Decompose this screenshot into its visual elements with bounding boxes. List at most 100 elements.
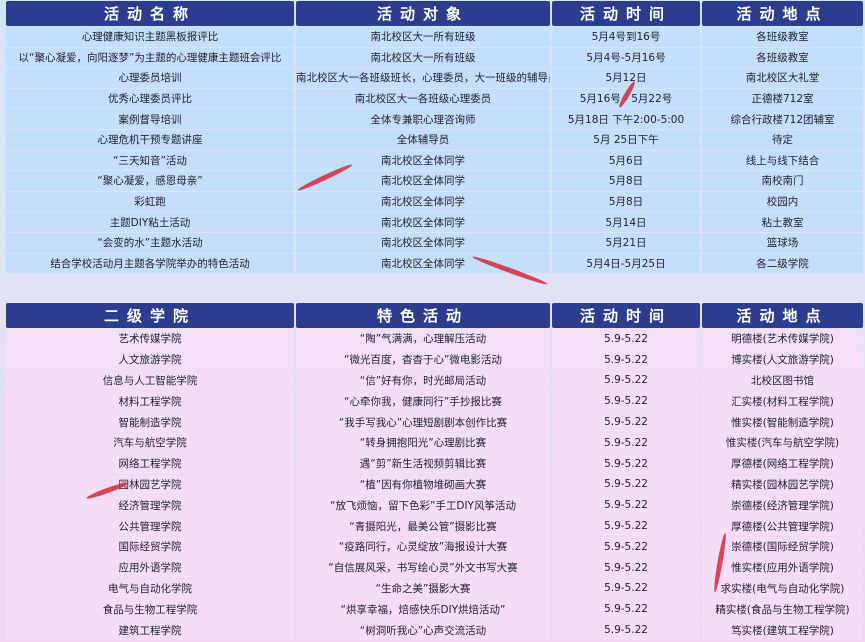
header-cell: 活动地点	[702, 1, 863, 26]
cell: “放飞烦恼，留下色彩”手工DIY风筝活动	[296, 495, 550, 516]
cell: 食品与生物工程学院	[6, 599, 294, 620]
cell: 公共管理学院	[6, 516, 294, 536]
header-cell: 二级学院	[6, 303, 294, 328]
cell: 心理委员培训	[6, 68, 294, 88]
cell: 心理健康知识主题黑板报评比	[6, 27, 294, 47]
cell: 案例督导培训	[6, 109, 294, 129]
cell: 南北校区大一所有班级	[296, 47, 550, 68]
cell: 5月4号到16号	[552, 27, 700, 47]
cell: “植”因有你植物堆砌画大赛	[296, 474, 550, 495]
cell: 5.9-5.22	[552, 620, 700, 640]
cell: 心理危机干预专题讲座	[6, 129, 294, 150]
row: 汽车与航空学院 “转身拥抱阳光”心理剧比赛 5.9-5.22 惟实楼(汽车与航空学院)	[6, 432, 863, 453]
row: 智能制造学院 “我手写我心”心理短剧剧本创作比赛 5.9-5.22 惟实楼(智能制造学…	[6, 412, 863, 432]
cell: “疫路同行，心灵绽放”海报设计大赛	[296, 536, 550, 557]
cell: 南北校区全体同学	[296, 212, 550, 232]
cell: “烘享幸福，焙感快乐DIY烘焙活动”	[296, 599, 550, 620]
cell: 5.9-5.22	[552, 349, 700, 370]
row: 公共管理学院 “青摄阳光，最美公管”摄影比赛 5.9-5.22 厚德楼(公共管理学院)	[6, 516, 863, 536]
cell: 人文旅游学院	[6, 349, 294, 370]
cell: 国际经贸学院	[6, 536, 294, 557]
cell: 南北校区大一各班级班长，心理委员，大一班级的辅导员	[296, 68, 550, 88]
row: 材料工程学院 “心牵你我，健康同行”手抄报比赛 5.9-5.22 汇实楼(材料工程学院…	[6, 391, 863, 412]
cell: 5.9-5.22	[552, 474, 700, 495]
cell: 5月8日	[552, 191, 700, 212]
cell: 明德楼(艺术传媒学院)	[702, 329, 863, 349]
cell: 崇德楼(国际经贸学院)	[702, 536, 863, 557]
cell: 5.9-5.22	[552, 370, 700, 391]
cell: 应用外语学院	[6, 557, 294, 578]
cell: 5月14日	[552, 212, 700, 232]
row: 案例督导培训 全体专兼职心理咨询师 5月18日 下午2:00-5:00 综合行政楼71…	[6, 109, 863, 129]
cell: 园林园艺学院	[6, 474, 294, 495]
cell: 篮球场	[702, 232, 863, 253]
cell: 北校区图书馆	[702, 370, 863, 391]
cell: 5月4日-5月25日	[552, 253, 700, 274]
cell: 南北校区大一所有班级	[296, 27, 550, 47]
row: 心理健康知识主题黑板报评比 南北校区大一所有班级 5月4号到16号 各班级教室	[6, 27, 863, 47]
cell: 结合学校活动月主题各学院举办的特色活动	[6, 253, 294, 274]
cell: 5月21日	[552, 232, 700, 253]
cell: “我手写我心”心理短剧剧本创作比赛	[296, 412, 550, 432]
row: 国际经贸学院 “疫路同行，心灵绽放”海报设计大赛 5.9-5.22 崇德楼(国际经贸学…	[6, 536, 863, 557]
row: 结合学校活动月主题各学院举办的特色活动 南北校区全体同学 5月4日-5月25日 各二级…	[6, 253, 863, 274]
cell: 南北校区全体同学	[296, 150, 550, 171]
cell: 厚德楼(网络工程学院)	[702, 453, 863, 474]
cell: 信息与人工智能学院	[6, 370, 294, 391]
row: “三天知音”活动 南北校区全体同学 5月6日 线上与线下结合	[6, 150, 863, 171]
cell: 建筑工程学院	[6, 620, 294, 640]
row: 以“聚心凝爱，向阳逐梦”为主题的心理健康主题班会评比 南北校区大一所有班级 5月4号…	[6, 47, 863, 68]
cell: 优秀心理委员评比	[6, 88, 294, 109]
cell: 5.9-5.22	[552, 391, 700, 412]
cell: 彩虹跑	[6, 191, 294, 212]
cell: 博实楼(人文旅游学院)	[702, 349, 863, 370]
header-cell: 活动时间	[552, 1, 700, 26]
cell: 5.9-5.22	[552, 557, 700, 578]
row: 园林园艺学院 “植”因有你植物堆砌画大赛 5.9-5.22 精实楼(园林园艺学院)	[6, 474, 863, 495]
cell: “聚心凝爱，感恩母亲”	[6, 171, 294, 191]
cell: 求实楼(电气与自动化学院)	[702, 578, 863, 599]
cell: 5月 25日下午	[552, 129, 700, 150]
cell: 艺术传媒学院	[6, 329, 294, 349]
cell: 待定	[702, 129, 863, 150]
cell: 综合行政楼712团辅室	[702, 109, 863, 129]
cell: 正德楼712室	[702, 88, 863, 109]
cell: 全体专兼职心理咨询师	[296, 109, 550, 129]
row: 心理委员培训 南北校区大一各班级班长，心理委员，大一班级的辅导员 5月12日 南北校区…	[6, 68, 863, 88]
cell: 惟实楼(汽车与航空学院)	[702, 432, 863, 453]
cell: 各班级教室	[702, 27, 863, 47]
header-cell: 活动地点	[702, 303, 863, 328]
cell: 5.9-5.22	[552, 578, 700, 599]
cell: “会变的水”主题水活动	[6, 232, 294, 253]
cell: “信”好有你，时光邮局活动	[296, 370, 550, 391]
cell: 南北校区全体同学	[296, 253, 550, 274]
row: “会变的水”主题水活动 南北校区全体同学 5月21日 篮球场	[6, 232, 863, 253]
row: 心理危机干预专题讲座 全体辅导员 5月 25日下午 待定	[6, 129, 863, 150]
header-cell: 特色活动	[296, 303, 550, 328]
cell: 各班级教室	[702, 47, 863, 68]
row: 主题DIY粘土活动 南北校区全体同学 5月14日 粘土教室	[6, 212, 863, 232]
cell: 南北校区全体同学	[296, 191, 550, 212]
cell: 粘土教室	[702, 212, 863, 232]
header-cell: 活动对象	[296, 1, 550, 26]
cell: 精实楼(食品与生物工程学院)	[702, 599, 863, 620]
cell: 线上与线下结合	[702, 150, 863, 171]
row: 电气与自动化学院 “生命之美”摄影大赛 5.9-5.22 求实楼(电气与自动化学院)	[6, 578, 863, 599]
cell: 汇实楼(材料工程学院)	[702, 391, 863, 412]
cell: 厚德楼(公共管理学院)	[702, 516, 863, 536]
cell: 5.9-5.22	[552, 495, 700, 516]
cell: 5月18日 下午2:00-5:00	[552, 109, 700, 129]
cell: 智能制造学院	[6, 412, 294, 432]
cell: 南北校区大一各班级心理委员	[296, 88, 550, 109]
row: 建筑工程学院 “树洞听我心”心声交流活动 5.9-5.22 笃实楼(建筑工程学院)	[6, 620, 863, 640]
cell: 惟实楼(应用外语学院)	[702, 557, 863, 578]
row: 彩虹跑 南北校区全体同学 5月8日 校园内	[6, 191, 863, 212]
header-cell: 活动名称	[6, 1, 294, 26]
cell: 校园内	[702, 191, 863, 212]
cell: 5月6日	[552, 150, 700, 171]
cell: 南校南门	[702, 171, 863, 191]
cell: 5.9-5.22	[552, 599, 700, 620]
cell: 全体辅导员	[296, 129, 550, 150]
cell: “心牵你我，健康同行”手抄报比赛	[296, 391, 550, 412]
cell: 5.9-5.22	[552, 536, 700, 557]
